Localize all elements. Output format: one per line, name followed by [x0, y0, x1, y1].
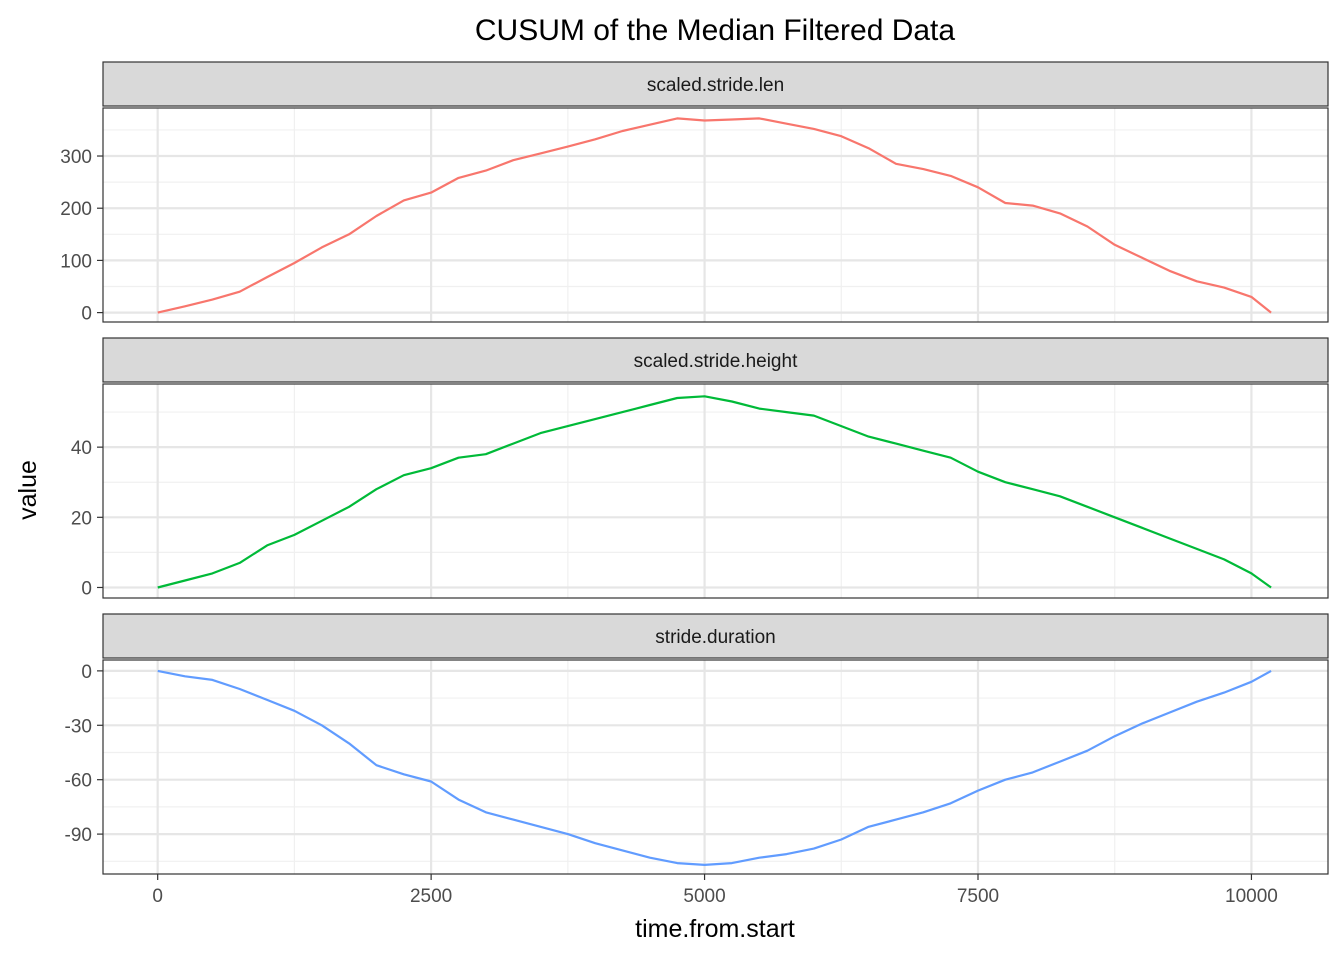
- x-tick-label: 10000: [1225, 886, 1278, 907]
- facet-panels: scaled.stride.len0100200300scaled.stride…: [60, 61, 1329, 875]
- facet-strip: [102, 613, 1329, 659]
- panel-border: [102, 383, 1329, 599]
- x-tick-label: 0: [152, 886, 163, 907]
- series-line-scaled-stride-len: [157, 117, 1272, 314]
- facet-strip: [102, 337, 1329, 383]
- y-tick-label: 0: [81, 662, 92, 683]
- minor-gridlines: [103, 384, 1328, 598]
- y-tick-label: -60: [65, 771, 92, 792]
- major-gridlines: [103, 384, 1328, 598]
- y-tick-label: 40: [71, 438, 92, 459]
- y-tick-label: 20: [71, 508, 92, 529]
- major-gridlines: [103, 108, 1328, 322]
- facet-strip-label: stride.duration: [655, 627, 775, 648]
- facet-panel-2: stride.duration 0 -30 -60 -90: [65, 613, 1329, 875]
- panel-background: [103, 384, 1328, 598]
- x-tick-label: 5000: [683, 886, 725, 907]
- y-axis-label: value: [14, 460, 42, 520]
- series-line-scaled-stride-height: [157, 395, 1272, 589]
- y-tick-label: 0: [81, 304, 92, 325]
- facet-panel-0: scaled.stride.len 0 100 200 300: [60, 61, 1329, 325]
- major-gridlines: [103, 660, 1328, 874]
- x-tick-label: 7500: [957, 886, 999, 907]
- y-tick-label: -90: [65, 825, 92, 846]
- y-tick-label: 100: [60, 251, 92, 272]
- facet-strip-label: scaled.stride.height: [634, 351, 798, 372]
- facet-panel-1: scaled.stride.height 0 20 40: [71, 337, 1329, 599]
- minor-gridlines: [103, 108, 1328, 322]
- chart-title: CUSUM of the Median Filtered Data: [475, 14, 956, 47]
- x-axis-label: time.from.start: [635, 915, 795, 943]
- x-tick-label: 2500: [410, 886, 452, 907]
- y-tick-label: 200: [60, 199, 92, 220]
- panel-border: [102, 659, 1329, 875]
- panel-background: [103, 108, 1328, 322]
- y-tick-label: -30: [65, 716, 92, 737]
- panel-background: [103, 660, 1328, 874]
- x-axis: 0 2500 5000 7500 10000: [152, 874, 1278, 907]
- minor-gridlines: [103, 660, 1328, 874]
- y-tick-label: 300: [60, 147, 92, 168]
- facet-strip: [102, 61, 1329, 107]
- panel-border: [102, 107, 1329, 323]
- facet-strip-label: scaled.stride.len: [647, 75, 784, 96]
- series-line-stride-duration: [157, 669, 1272, 867]
- y-tick-label: 0: [81, 578, 92, 599]
